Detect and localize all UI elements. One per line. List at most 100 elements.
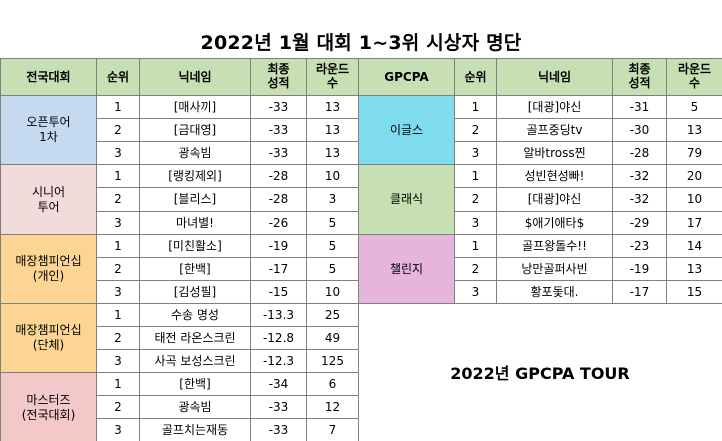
score-cell: -13.3 bbox=[250, 303, 307, 327]
header-rank: 순위 bbox=[96, 58, 140, 96]
rank-cell: 1 bbox=[96, 164, 140, 188]
rank-cell: 2 bbox=[96, 118, 140, 142]
header-score: 최종 성적 bbox=[250, 58, 307, 96]
rank-cell: 1 bbox=[454, 95, 497, 119]
rounds-cell: 5 bbox=[306, 211, 359, 235]
nickname-cell: [한백] bbox=[139, 257, 251, 281]
rounds-cell: 14 bbox=[666, 234, 722, 258]
rank-cell: 1 bbox=[96, 303, 140, 327]
rounds-cell: 5 bbox=[306, 234, 359, 258]
nickname-cell: 사곡 보성스크린 bbox=[139, 349, 251, 373]
rank-cell: 3 bbox=[96, 211, 140, 235]
score-cell: -17 bbox=[250, 257, 307, 281]
tour-label: 2022년 GPCPA TOUR bbox=[450, 364, 630, 383]
category-cell: 마스터즈 (전국대회) bbox=[0, 372, 97, 441]
rank-cell: 3 bbox=[96, 418, 140, 441]
rounds-cell: 25 bbox=[306, 303, 359, 327]
score-cell: -31 bbox=[612, 95, 667, 119]
nickname-cell: [랭킹제외] bbox=[139, 164, 251, 188]
nickname-cell: 골프치는재동 bbox=[139, 418, 251, 441]
category-cell: 매장챔피언십 (단체) bbox=[0, 303, 97, 373]
rank-cell: 1 bbox=[454, 164, 497, 188]
rounds-cell: 3 bbox=[306, 187, 359, 212]
rank-cell: 2 bbox=[96, 326, 140, 350]
rounds-cell: 5 bbox=[666, 95, 722, 119]
rounds-cell: 15 bbox=[666, 280, 722, 304]
nickname-cell: [대광]야신 bbox=[496, 187, 613, 212]
rounds-cell: 5 bbox=[306, 257, 359, 281]
rounds-cell: 10 bbox=[306, 164, 359, 188]
header-rank: 순위 bbox=[454, 58, 497, 96]
rank-cell: 2 bbox=[96, 257, 140, 281]
score-cell: -33 bbox=[250, 418, 307, 441]
score-cell: -33 bbox=[250, 141, 307, 165]
score-cell: -26 bbox=[250, 211, 307, 235]
header-score: 최종 성적 bbox=[612, 58, 667, 96]
header-nickname: 닉네임 bbox=[139, 58, 251, 96]
nickname-cell: $애기애타$ bbox=[496, 211, 613, 235]
rounds-cell: 10 bbox=[666, 187, 722, 212]
nickname-cell: 수송 명성 bbox=[139, 303, 251, 327]
score-cell: -33 bbox=[250, 395, 307, 419]
nickname-cell: 태전 라온스크린 bbox=[139, 326, 251, 350]
nickname-cell: [김성필] bbox=[139, 280, 251, 304]
category-cell: 챌린지 bbox=[358, 234, 455, 304]
rounds-cell: 20 bbox=[666, 164, 722, 188]
rounds-cell: 12 bbox=[306, 395, 359, 419]
nickname-cell: [블리스] bbox=[139, 187, 251, 212]
rank-cell: 2 bbox=[454, 257, 497, 281]
category-cell: 이글스 bbox=[358, 95, 455, 165]
nickname-cell: 마녀별! bbox=[139, 211, 251, 235]
nickname-cell: 광속빔 bbox=[139, 395, 251, 419]
rounds-cell: 7 bbox=[306, 418, 359, 441]
score-cell: -19 bbox=[612, 257, 667, 281]
score-cell: -19 bbox=[250, 234, 307, 258]
rounds-cell: 13 bbox=[306, 118, 359, 142]
score-cell: -34 bbox=[250, 372, 307, 396]
rank-cell: 1 bbox=[454, 234, 497, 258]
nickname-cell: 황포돛대. bbox=[496, 280, 613, 304]
rank-cell: 3 bbox=[96, 141, 140, 165]
rounds-cell: 49 bbox=[306, 326, 359, 350]
rounds-cell: 13 bbox=[306, 95, 359, 119]
rounds-cell: 10 bbox=[306, 280, 359, 304]
rank-cell: 3 bbox=[96, 349, 140, 373]
rank-cell: 2 bbox=[454, 118, 497, 142]
nickname-cell: 낭만골퍼사빈 bbox=[496, 257, 613, 281]
page-title: 2022년 1월 대회 1~3위 시상자 명단 bbox=[200, 32, 522, 54]
rank-cell: 1 bbox=[96, 372, 140, 396]
category-cell: 매장챔피언십 (개인) bbox=[0, 234, 97, 304]
rank-cell: 2 bbox=[454, 187, 497, 212]
score-cell: -17 bbox=[612, 280, 667, 304]
rounds-cell: 125 bbox=[306, 349, 359, 373]
rounds-cell: 13 bbox=[666, 118, 722, 142]
rank-cell: 3 bbox=[96, 280, 140, 304]
score-cell: -33 bbox=[250, 118, 307, 142]
category-cell: 시니어 투어 bbox=[0, 164, 97, 235]
header-rounds: 라운드 수 bbox=[666, 58, 722, 96]
score-cell: -30 bbox=[612, 118, 667, 142]
score-cell: -28 bbox=[250, 187, 307, 212]
score-cell: -23 bbox=[612, 234, 667, 258]
score-cell: -15 bbox=[250, 280, 307, 304]
nickname-cell: [대광]야신 bbox=[496, 95, 613, 119]
header-rounds: 라운드 수 bbox=[306, 58, 359, 96]
rank-cell: 1 bbox=[96, 234, 140, 258]
rank-cell: 3 bbox=[454, 280, 497, 304]
score-cell: -12.3 bbox=[250, 349, 307, 373]
nickname-cell: 광속빔 bbox=[139, 141, 251, 165]
rank-cell: 2 bbox=[96, 395, 140, 419]
score-cell: -28 bbox=[612, 141, 667, 165]
category-cell: 클래식 bbox=[358, 164, 455, 235]
nickname-cell: 골프왕돌수!! bbox=[496, 234, 613, 258]
rank-cell: 3 bbox=[454, 141, 497, 165]
rounds-cell: 13 bbox=[666, 257, 722, 281]
score-cell: -33 bbox=[250, 95, 307, 119]
header-category: 전국대회 bbox=[0, 58, 97, 96]
nickname-cell: 골프중딩tv bbox=[496, 118, 613, 142]
rank-cell: 2 bbox=[96, 187, 140, 212]
nickname-cell: 알바tross찐 bbox=[496, 141, 613, 165]
rounds-cell: 6 bbox=[306, 372, 359, 396]
score-cell: -28 bbox=[250, 164, 307, 188]
nickname-cell: [미친활소] bbox=[139, 234, 251, 258]
